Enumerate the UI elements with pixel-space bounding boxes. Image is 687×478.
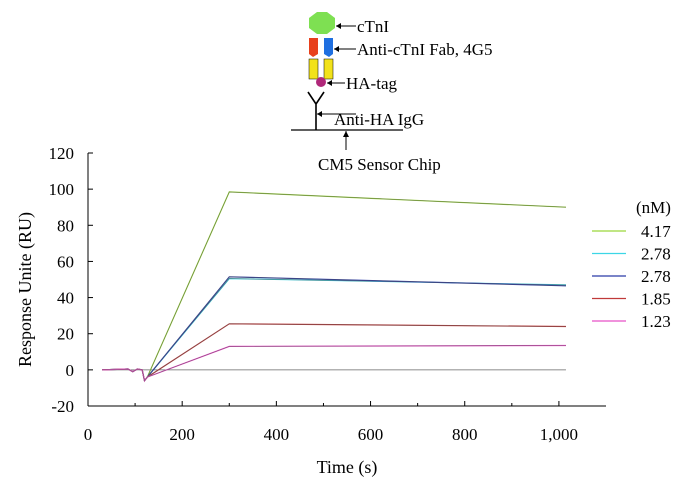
x-tick-label: 400 <box>264 425 290 444</box>
series-line-4 <box>102 323 567 383</box>
chip-arrowhead <box>343 131 349 137</box>
fab-arrowhead <box>334 46 339 52</box>
y-tick-label: 80 <box>57 216 74 235</box>
ha-domain-left-icon <box>308 58 319 80</box>
y-tick-label: 60 <box>57 252 74 271</box>
ha-domain-right-icon <box>323 58 334 80</box>
series-line-1 <box>102 191 567 383</box>
fab-light-chain-icon <box>324 38 333 57</box>
legend-title: (nM) <box>636 198 671 217</box>
assay-schematic: cTnI Anti-cTnI Fab, 4G5 HA-tag Anti-HA I… <box>291 12 493 174</box>
series-line-5 <box>102 344 567 383</box>
y-tick-label: 20 <box>57 325 74 344</box>
y-tick-label: 40 <box>57 289 74 308</box>
x-axis-label: Time (s) <box>317 457 378 478</box>
ha-tag-icon <box>316 77 326 87</box>
legend-entry-3: 2.78 <box>641 267 671 286</box>
y-tick-label: 100 <box>49 180 75 199</box>
label-anti-ha-igg: Anti-HA IgG <box>334 110 424 129</box>
y-tick-label: -20 <box>51 397 74 416</box>
label-sensor-chip: CM5 Sensor Chip <box>318 155 441 174</box>
igg-arrowhead <box>317 111 322 117</box>
x-tick-label: 800 <box>452 425 478 444</box>
legend-entry-4: 1.85 <box>641 290 671 309</box>
x-tick-label: 600 <box>358 425 384 444</box>
x-tick-label: 1,000 <box>540 425 578 444</box>
ha-tag-arrowhead <box>327 80 332 86</box>
x-tick-label: 200 <box>169 425 195 444</box>
x-ticks: 0 200 400 600 800 1,000 <box>84 401 578 444</box>
series-line-2 <box>102 277 567 383</box>
ctni-arrowhead <box>336 23 341 29</box>
legend-entry-2: 2.78 <box>641 245 671 264</box>
y-tick-label: 120 <box>49 144 75 163</box>
series-line-3 <box>102 276 567 383</box>
y-tick-label: 0 <box>66 361 75 380</box>
label-ha-tag: HA-tag <box>346 74 397 93</box>
label-fab: Anti-cTnI Fab, 4G5 <box>357 40 493 59</box>
series-fit-line-4 <box>102 323 567 382</box>
legend-entry-5: 1.23 <box>641 312 671 331</box>
series-fit-line-1 <box>102 191 567 382</box>
y-axis-label: Response Unite (RU) <box>15 212 36 367</box>
y-ticks: -20 0 20 40 60 80 100 120 <box>49 144 93 416</box>
legend: (nM) 4.17 2.78 2.78 1.85 1.23 <box>592 198 671 331</box>
series-fit-line-5 <box>102 345 567 382</box>
legend-entry-1: 4.17 <box>641 222 671 241</box>
ctni-octagon-icon <box>309 12 335 34</box>
series-fit-line-2 <box>102 278 567 382</box>
series-fit-line-3 <box>102 276 567 382</box>
x-tick-label: 0 <box>84 425 93 444</box>
fab-heavy-chain-icon <box>309 38 318 57</box>
plot-area: -20 0 20 40 60 80 100 120 0 200 400 600 800 1,000 Ti… <box>15 144 606 478</box>
label-ctni: cTnI <box>357 17 389 36</box>
series-lines <box>102 191 567 383</box>
igg-y-icon <box>307 91 325 130</box>
